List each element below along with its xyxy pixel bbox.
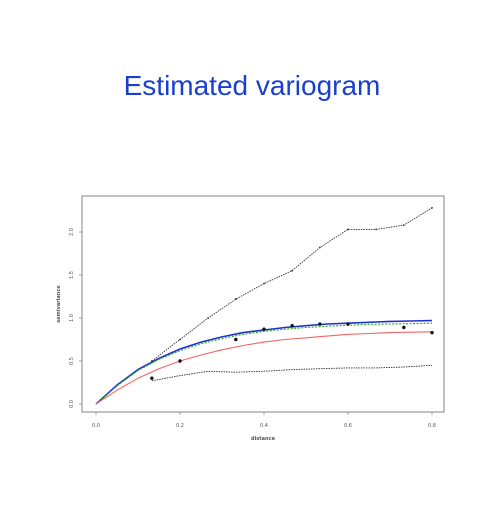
x-tick-label: 0.6 [344,423,352,429]
empirical-point [318,322,322,326]
empirical-points [150,322,434,380]
upper-envelope-line [151,207,433,362]
empirical-point [402,325,406,330]
y-tick-label: 0.5 [69,357,75,365]
upper-envelope-point [431,207,433,209]
simulation-envelopes [150,207,433,382]
upper-envelope-point [347,228,349,231]
upper-envelope-point [291,269,294,272]
empirical-point [290,324,294,328]
x-tick-label: 0.4 [260,423,268,429]
y-tick-label: 1.0 [69,314,75,322]
model-lines [95,319,433,405]
upper-envelope-point [375,228,378,231]
empirical-point [178,359,182,363]
empirical-point [150,376,154,380]
y-tick-label: 0.0 [69,400,75,408]
empirical-point [430,330,434,335]
model-line-3 [95,331,433,405]
upper-envelope-point [207,317,210,319]
x-tick-label: 0.0 [92,423,100,429]
empirical-point [234,337,238,342]
upper-envelope-point [318,246,321,249]
x-tick-label: 0.8 [428,423,436,429]
upper-envelope-point [402,224,405,227]
empirical-point [262,327,266,331]
x-tick-label: 0.2 [176,423,184,429]
lower-envelope-line [151,364,433,382]
upper-envelope-point [234,298,237,300]
y-tick-label: 2.0 [69,228,75,236]
upper-envelope-point [179,338,181,341]
slide-title: Estimated variogram [123,70,381,101]
plot-frame [81,195,445,413]
empirical-point [346,322,350,326]
model-line-2 [95,322,433,405]
x-axis: 0.0 0.2 0.4 0.6 0.8 [92,412,436,429]
y-tick-label: 1.5 [69,271,75,279]
y-axis: 0.0 0.5 1.0 1.5 2.0 [69,228,82,408]
y-axis-title: semivariance [56,285,62,323]
x-axis-title: distance [251,436,276,442]
upper-envelope-point [263,282,265,285]
